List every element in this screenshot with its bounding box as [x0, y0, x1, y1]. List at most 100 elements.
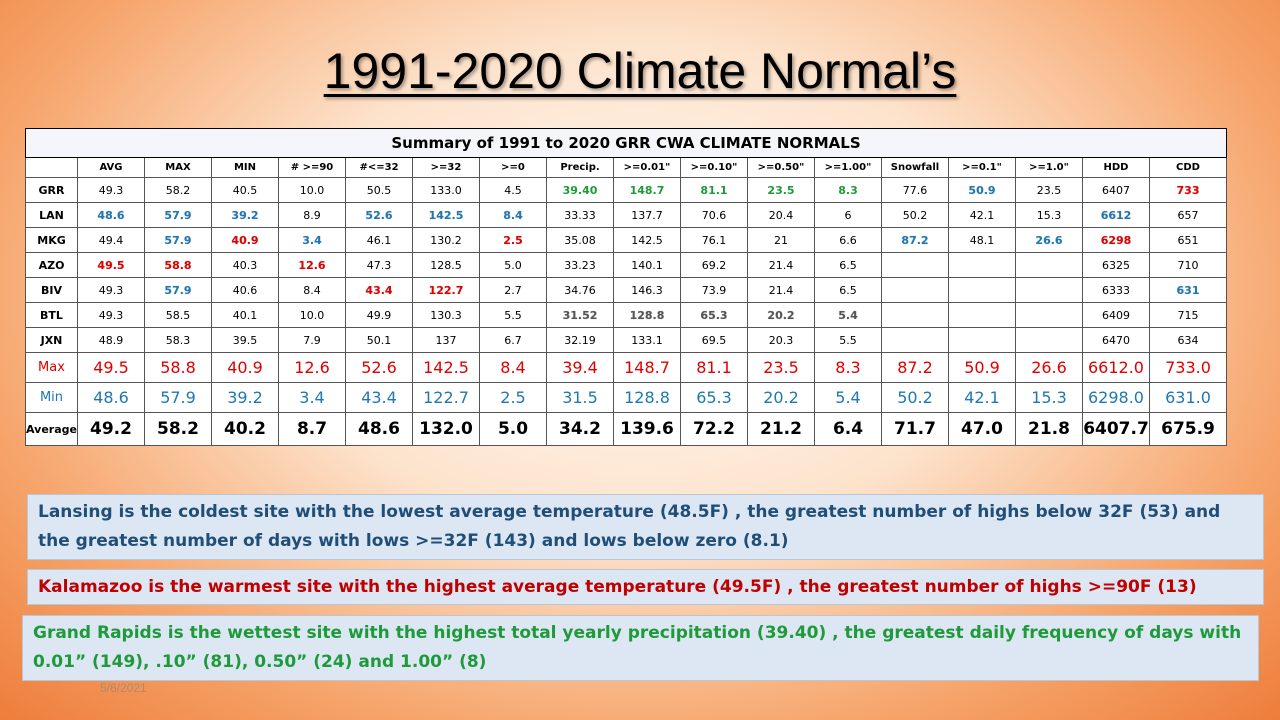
- site-row-lan: LAN 48.6 57.9 39.2 8.9 52.6 142.5 8.4 33.33 137.7…: [25, 202, 1227, 228]
- table-cell: 50.9: [948, 177, 1016, 203]
- table-cell: 47.0: [948, 412, 1016, 446]
- table-cell: [1015, 327, 1083, 353]
- table-cell: 631.0: [1149, 382, 1227, 413]
- table-cell: 12.6: [278, 252, 346, 278]
- column-header: >=0: [479, 157, 547, 178]
- table-cell: 6: [814, 202, 882, 228]
- table-cell: 6470: [1082, 327, 1150, 353]
- table-cell: 142.5: [412, 352, 480, 383]
- table-cell: 21.4: [747, 277, 815, 303]
- table-cell: 6298: [1082, 227, 1150, 253]
- row-label: Min: [25, 382, 78, 413]
- table-cell: 2.5: [479, 227, 547, 253]
- slide-title-text: 1991-2020 Climate Normal’s: [323, 43, 957, 99]
- table-cell: 57.9: [144, 277, 212, 303]
- table-cell: 58.3: [144, 327, 212, 353]
- column-header: MIN: [211, 157, 279, 178]
- table-cell: 71.7: [881, 412, 949, 446]
- table-cell: 48.6: [77, 382, 145, 413]
- table-cell: 8.4: [479, 202, 547, 228]
- column-header: CDD: [1149, 157, 1227, 178]
- site-name: BTL: [25, 302, 78, 328]
- table-cell: 40.6: [211, 277, 279, 303]
- table-cell: 2.7: [479, 277, 547, 303]
- table-cell: 675.9: [1149, 412, 1227, 446]
- table-cell: 651: [1149, 227, 1227, 253]
- column-header: >=32: [412, 157, 480, 178]
- table-cell: 148.7: [613, 177, 681, 203]
- table-cell: 34.2: [546, 412, 614, 446]
- table-cell: 81.1: [680, 177, 748, 203]
- table-cell: 70.6: [680, 202, 748, 228]
- table-cell: 130.3: [412, 302, 480, 328]
- table-cell: 50.2: [881, 382, 949, 413]
- table-cell: 733: [1149, 177, 1227, 203]
- table-cell: 49.9: [345, 302, 413, 328]
- table-cell: 21.4: [747, 252, 815, 278]
- table-cell: 48.6: [345, 412, 413, 446]
- table-cell: 42.1: [948, 382, 1016, 413]
- column-header: AVG: [77, 157, 145, 178]
- table-cell: [948, 327, 1016, 353]
- table-cell: 6407: [1082, 177, 1150, 203]
- table-cell: 33.23: [546, 252, 614, 278]
- table-cell: 48.6: [77, 202, 145, 228]
- table-cell: 8.3: [814, 177, 882, 203]
- table-cell: 8.4: [479, 352, 547, 383]
- table-cell: 733.0: [1149, 352, 1227, 383]
- table-cell: 31.5: [546, 382, 614, 413]
- table-cell: 26.6: [1015, 227, 1083, 253]
- max-row: Max 49.5 58.8 40.9 12.6 52.6 142.5 8.4 39.4 148.7…: [25, 352, 1227, 383]
- table-cell: 58.8: [144, 252, 212, 278]
- table-cell: 39.4: [546, 352, 614, 383]
- column-header: Precip.: [546, 157, 614, 178]
- site-row-biv: BIV 49.3 57.9 40.6 8.4 43.4 122.7 2.7 34.76 146.3…: [25, 277, 1227, 303]
- table-cell: 15.3: [1015, 382, 1083, 413]
- table-cell: 15.3: [1015, 202, 1083, 228]
- table-cell: 48.1: [948, 227, 1016, 253]
- table-cell: [881, 327, 949, 353]
- table-cell: 21.2: [747, 412, 815, 446]
- table-cell: 52.6: [345, 202, 413, 228]
- table-cell: 8.4: [278, 277, 346, 303]
- table-cell: 77.6: [881, 177, 949, 203]
- table-cell: 128.5: [412, 252, 480, 278]
- table-cell: 2.5: [479, 382, 547, 413]
- table-cell: 20.2: [747, 302, 815, 328]
- table-cell: 8.7: [278, 412, 346, 446]
- table-cell: [881, 252, 949, 278]
- table-cell: 40.1: [211, 302, 279, 328]
- table-cell: [881, 277, 949, 303]
- table-cell: 52.6: [345, 352, 413, 383]
- table-cell: 23.5: [1015, 177, 1083, 203]
- table-cell: 48.9: [77, 327, 145, 353]
- site-row-grr: GRR 49.3 58.2 40.5 10.0 50.5 133.0 4.5 39.40 148.…: [25, 177, 1227, 203]
- table-cell: 132.0: [412, 412, 480, 446]
- site-name: JXN: [25, 327, 78, 353]
- note-grand-rapids: Grand Rapids is the wettest site with th…: [22, 615, 1259, 681]
- table-cell: 128.8: [613, 302, 681, 328]
- site-name: AZO: [25, 252, 78, 278]
- site-row-mkg: MKG 49.4 57.9 40.9 3.4 46.1 130.2 2.5 35.08 142.5…: [25, 227, 1227, 253]
- table-cell: 46.1: [345, 227, 413, 253]
- table-cell: 715: [1149, 302, 1227, 328]
- table-cell: 5.4: [814, 382, 882, 413]
- table-cell: 81.1: [680, 352, 748, 383]
- table-cell: 58.8: [144, 352, 212, 383]
- table-cell: 130.2: [412, 227, 480, 253]
- table-cell: 3.4: [278, 227, 346, 253]
- table-cell: 6.7: [479, 327, 547, 353]
- table-cell: 50.5: [345, 177, 413, 203]
- table-cell: 87.2: [881, 352, 949, 383]
- row-label: Average: [25, 412, 78, 446]
- column-header: [25, 157, 78, 178]
- note-kalamazoo: Kalamazoo is the warmest site with the h…: [27, 569, 1264, 605]
- table-cell: 6325: [1082, 252, 1150, 278]
- site-name: GRR: [25, 177, 78, 203]
- table-cell: 6.6: [814, 227, 882, 253]
- column-header: >=0.50": [747, 157, 815, 178]
- column-header: Snowfall: [881, 157, 949, 178]
- table-cell: [1015, 302, 1083, 328]
- table-cell: 58.2: [144, 412, 212, 446]
- table-cell: 35.08: [546, 227, 614, 253]
